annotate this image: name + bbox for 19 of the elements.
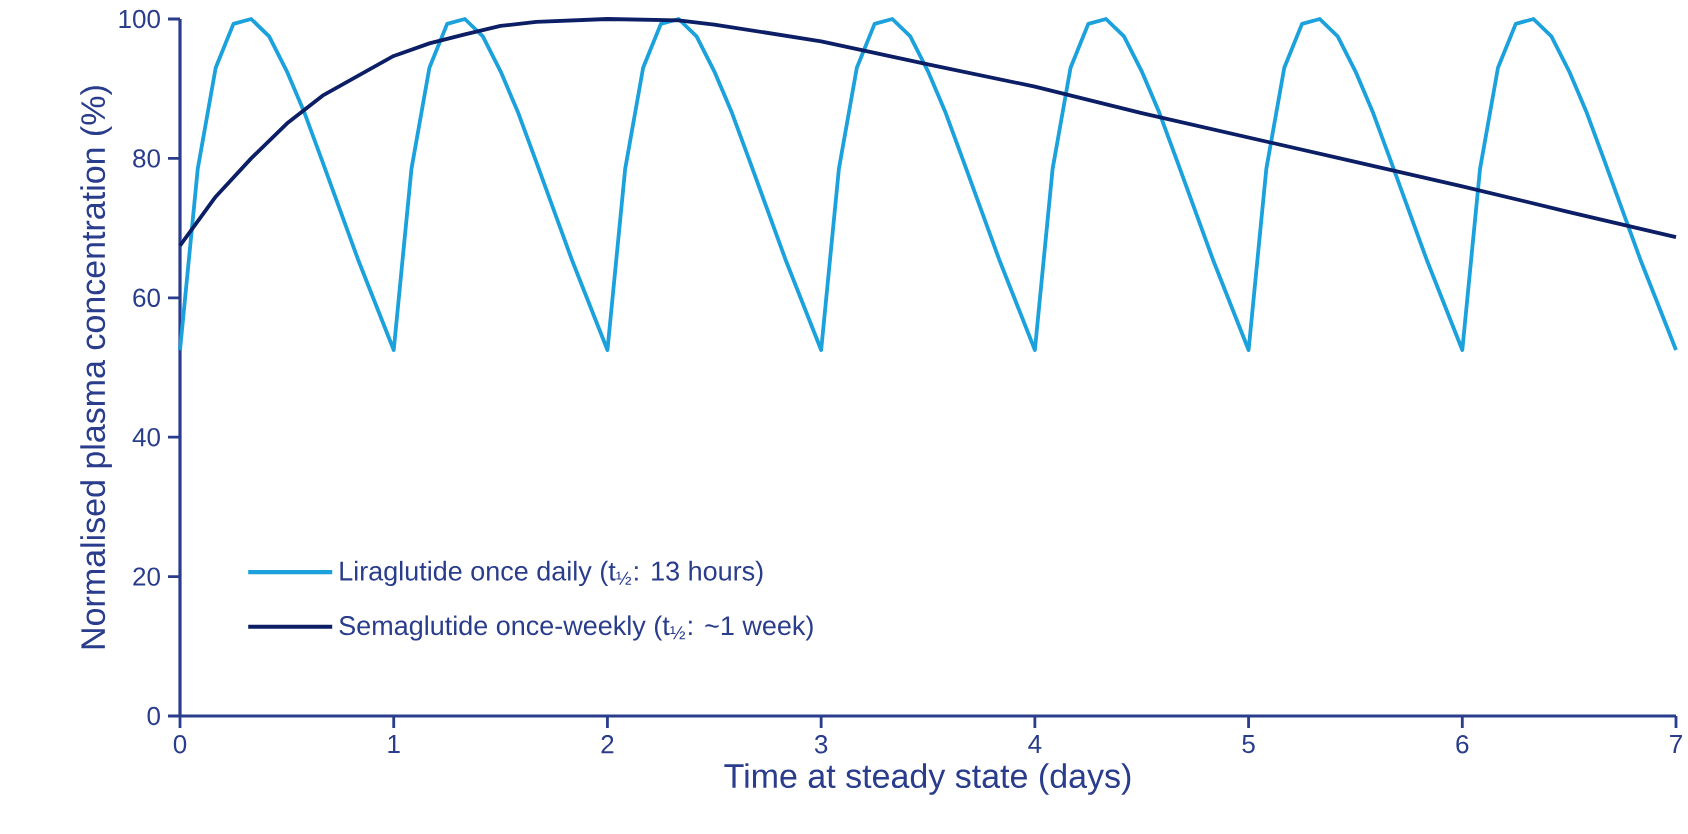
y-tick-label: 0	[147, 706, 160, 726]
y-tick-label: 60	[133, 288, 160, 307]
x-tick-label: 7	[1670, 735, 1682, 753]
x-tick-label: 2	[601, 735, 614, 754]
x-tick-label: 3	[814, 735, 828, 754]
y-tick-label: 20	[133, 567, 160, 586]
x-tick-label: 6	[1456, 735, 1469, 754]
y-tick-label: 40	[132, 427, 160, 447]
y-axis-title: Normalised plasma concentration (%)	[80, 86, 112, 649]
x-tick-label: 4	[1028, 735, 1042, 753]
x-tick-label: 5	[1242, 735, 1255, 754]
x-tick-label: 0	[173, 735, 187, 754]
x-axis-title: Time at steady state (days)	[724, 763, 1131, 795]
x-tick-label: 1	[388, 735, 400, 753]
y-tick-label: 100	[119, 9, 160, 29]
y-tick-label: 80	[133, 149, 160, 168]
legend-label: Semaglutide once-weekly (t$_{½}$: ~1 week)	[339, 615, 813, 641]
line-series	[178, 17, 1678, 352]
legend-label: Liraglutide once daily (t$_{½}$: 13 hours)	[340, 560, 763, 587]
